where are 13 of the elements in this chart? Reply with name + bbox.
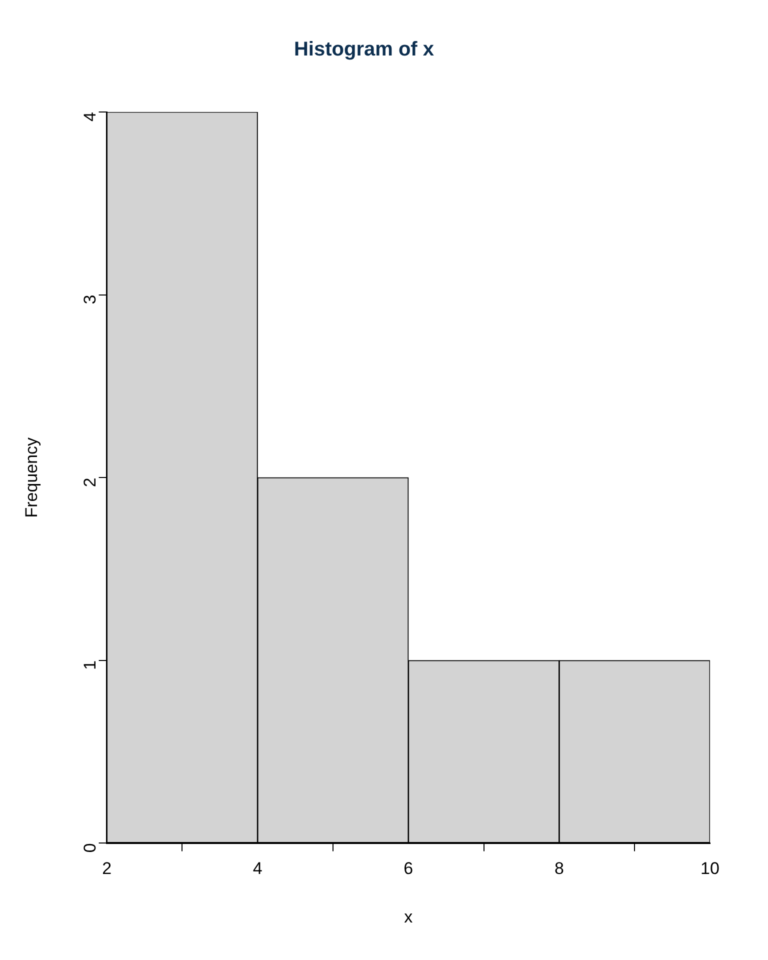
x-axis-title: x: [404, 907, 414, 926]
y-tick-label: 3: [80, 294, 100, 304]
x-tick-label: 2: [102, 859, 112, 878]
y-tick-label: 4: [80, 112, 100, 122]
y-tick-label: 2: [80, 478, 100, 488]
x-tick-label: 6: [404, 859, 414, 878]
y-axis-title: Frequency: [22, 436, 41, 518]
x-tick-label: 10: [700, 859, 720, 878]
x-tick-label: 8: [554, 859, 564, 878]
x-tick-label: 4: [252, 859, 262, 878]
chart-title: Histogram of x: [294, 38, 434, 61]
y-tick-label: 0: [80, 843, 100, 853]
y-tick-label: 1: [80, 660, 100, 670]
